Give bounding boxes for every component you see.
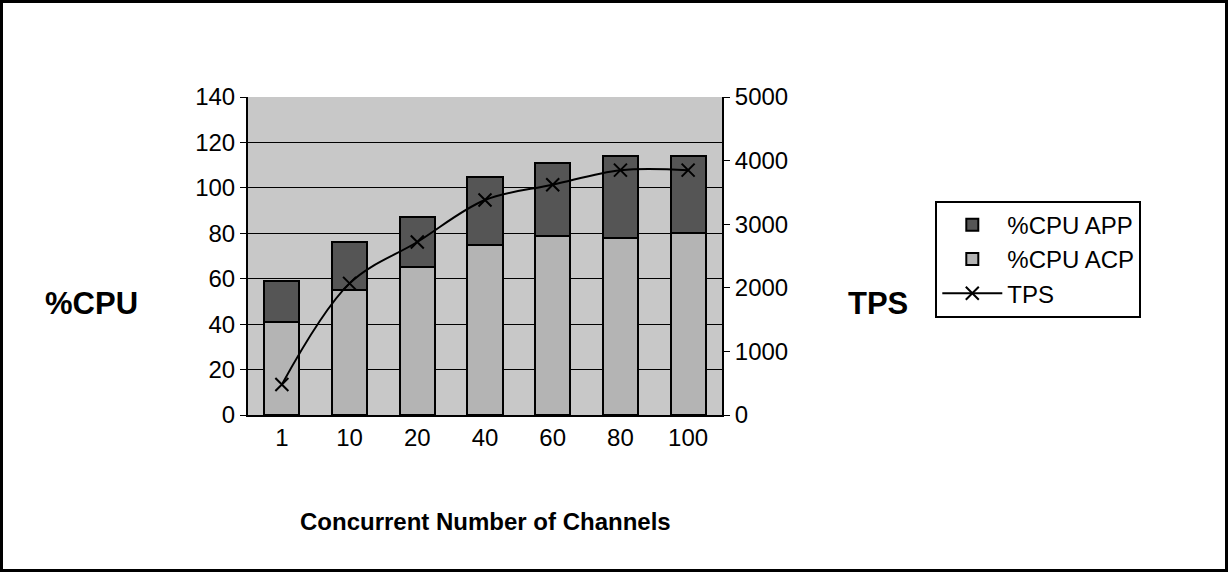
svg-text:40: 40 <box>472 424 499 451</box>
svg-text:TPS: TPS <box>1007 281 1054 308</box>
svg-text:%CPU APP: %CPU APP <box>1007 212 1132 239</box>
svg-text:Concurrent Number of Channels: Concurrent Number of Channels <box>300 508 671 535</box>
svg-text:0: 0 <box>735 401 748 428</box>
svg-text:80: 80 <box>208 220 235 247</box>
svg-text:10: 10 <box>336 424 363 451</box>
svg-text:60: 60 <box>539 424 566 451</box>
svg-text:100: 100 <box>195 174 235 201</box>
svg-text:20: 20 <box>208 356 235 383</box>
svg-text:80: 80 <box>607 424 634 451</box>
svg-text:3000: 3000 <box>735 211 788 238</box>
svg-text:20: 20 <box>404 424 431 451</box>
svg-text:TPS: TPS <box>848 286 908 321</box>
svg-text:100: 100 <box>668 424 708 451</box>
svg-text:60: 60 <box>208 265 235 292</box>
svg-text:2000: 2000 <box>735 274 788 301</box>
svg-text:40: 40 <box>208 311 235 338</box>
svg-text:4000: 4000 <box>735 147 788 174</box>
svg-text:0: 0 <box>222 401 235 428</box>
svg-text:1: 1 <box>275 424 288 451</box>
svg-text:1000: 1000 <box>735 338 788 365</box>
svg-text:120: 120 <box>195 129 235 156</box>
svg-text:140: 140 <box>195 83 235 110</box>
svg-text:5000: 5000 <box>735 83 788 110</box>
svg-text:%CPU: %CPU <box>45 286 138 321</box>
svg-text:%CPU ACP: %CPU ACP <box>1007 246 1134 273</box>
